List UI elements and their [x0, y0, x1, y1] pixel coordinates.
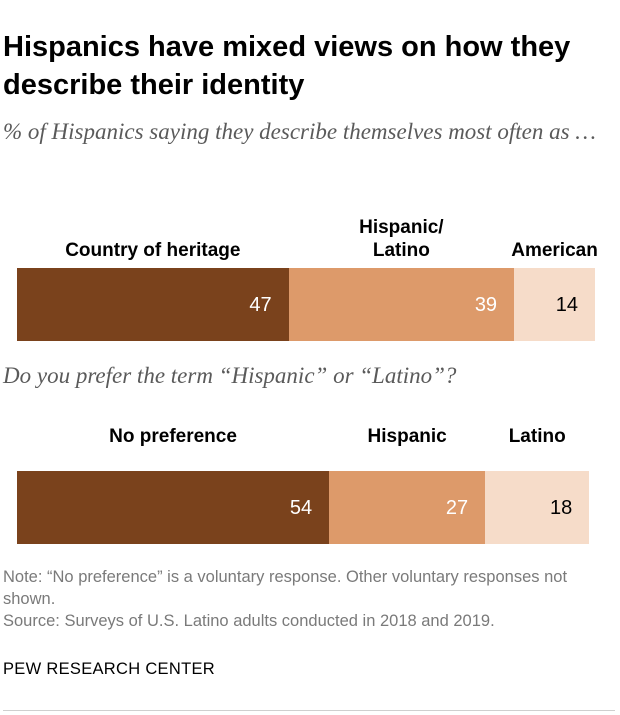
category-label: Hispanic/Latino [359, 217, 444, 261]
bar-segment [485, 471, 590, 544]
category-label: Country of heritage [65, 240, 241, 261]
category-label: Latino [508, 426, 566, 447]
chart-title: Hispanics have mixed views on how they d… [3, 31, 571, 101]
bar-segment [514, 268, 595, 341]
bar-segment [17, 268, 289, 341]
bar-segment [329, 471, 486, 544]
bar-segment [17, 471, 330, 544]
note-text: Note: “No preference” is a voluntary res… [3, 568, 568, 608]
bottom-divider [3, 710, 615, 711]
bar-value-label: 27 [445, 496, 469, 519]
category-label: American [511, 240, 598, 261]
category-label: No preference [109, 426, 237, 447]
chart-notes: Note: “No preference” is a voluntary res… [3, 566, 615, 632]
source-text: Source: Surveys of U.S. Latino adults co… [3, 612, 495, 630]
chart-subtitle: % of Hispanics saying they describe them… [3, 119, 596, 144]
question-label: Do you prefer the term “Hispanic” or “La… [3, 363, 457, 388]
bar-segment [288, 268, 515, 341]
bar-value-label: 54 [289, 496, 313, 519]
bar-value-label: 39 [474, 293, 498, 316]
category-label: Hispanic [367, 426, 447, 447]
brand-footer: PEW RESEARCH CENTER [3, 660, 215, 678]
bar-value-label: 14 [555, 293, 578, 316]
bar-value-label: 18 [549, 496, 573, 519]
bar-value-label: 47 [249, 293, 272, 316]
